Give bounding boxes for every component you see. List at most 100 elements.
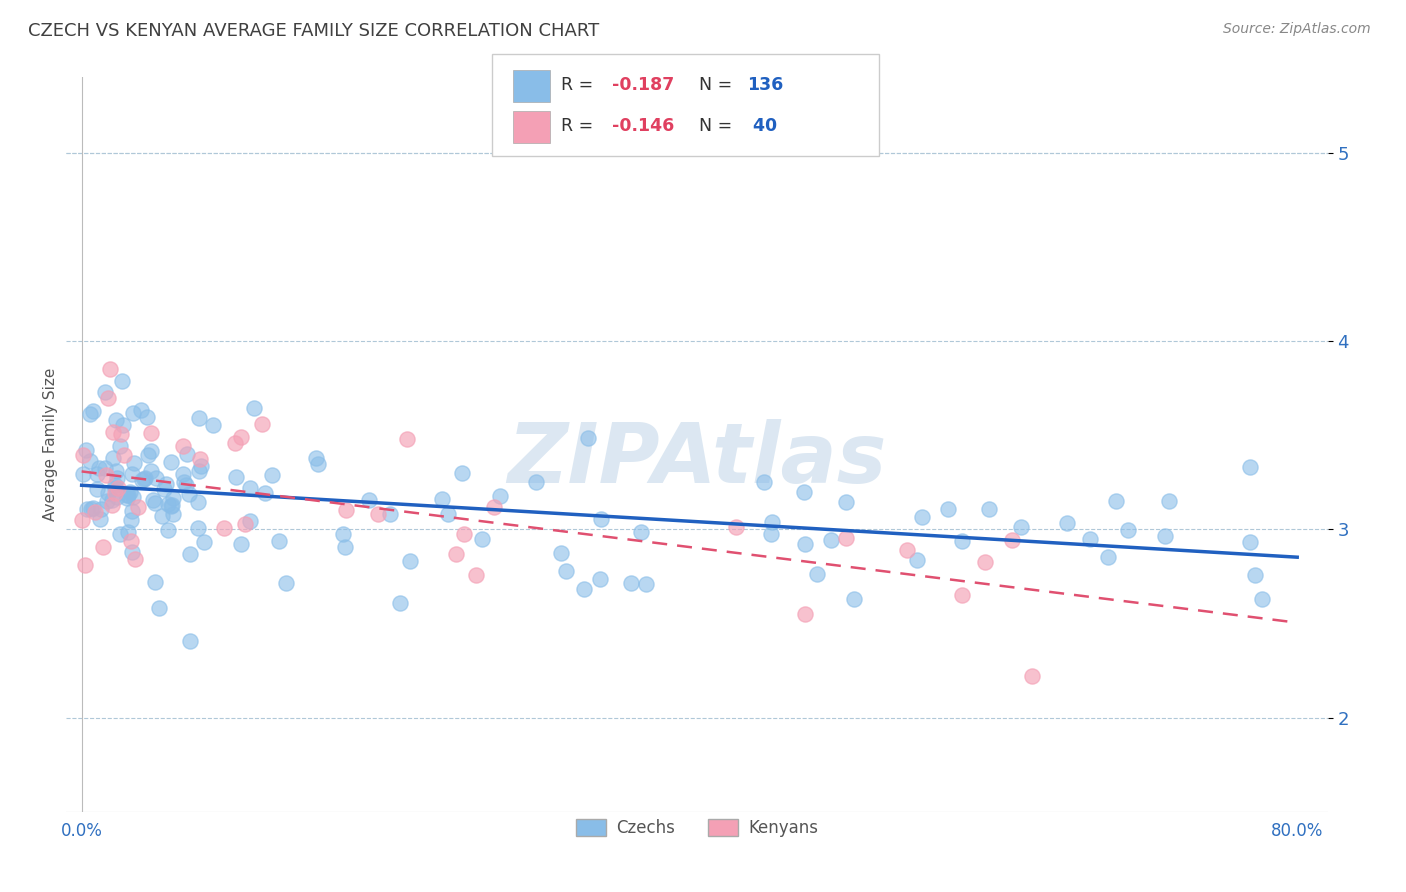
Czechs xyxy=(177,487,200,501)
Czechs xyxy=(202,417,225,432)
Czechs xyxy=(761,515,783,529)
Kenyans xyxy=(139,426,162,441)
Czechs xyxy=(104,464,127,478)
Kenyans xyxy=(128,500,150,514)
Czechs xyxy=(471,532,494,546)
Czechs xyxy=(79,407,101,421)
Czechs xyxy=(1078,532,1101,546)
Kenyans xyxy=(124,551,146,566)
Czechs xyxy=(76,502,98,516)
Czechs xyxy=(179,547,201,561)
Czechs xyxy=(121,504,143,518)
Czechs xyxy=(193,534,215,549)
Czechs xyxy=(104,477,127,491)
Y-axis label: Average Family Size: Average Family Size xyxy=(44,368,58,521)
Czechs xyxy=(304,450,326,465)
Czechs xyxy=(159,455,181,469)
Czechs xyxy=(274,576,297,591)
Kenyans xyxy=(97,391,120,405)
Czechs xyxy=(142,492,165,507)
Czechs xyxy=(138,448,160,462)
Czechs xyxy=(179,634,201,648)
Czechs xyxy=(156,497,179,511)
Czechs xyxy=(131,473,153,487)
Czechs xyxy=(524,475,547,490)
Kenyans xyxy=(72,448,94,462)
Czechs xyxy=(103,451,125,466)
Kenyans xyxy=(100,498,122,512)
Text: R =: R = xyxy=(561,117,599,135)
Czechs xyxy=(111,374,134,388)
Czechs xyxy=(905,553,928,567)
Czechs xyxy=(231,537,253,551)
Kenyans xyxy=(396,433,419,447)
Czechs xyxy=(332,527,354,541)
Czechs xyxy=(117,525,139,540)
Czechs xyxy=(72,467,94,481)
Kenyans xyxy=(725,520,748,534)
Czechs xyxy=(357,492,380,507)
Czechs xyxy=(173,475,195,489)
Czechs xyxy=(1251,591,1274,606)
Czechs xyxy=(94,461,117,475)
Czechs xyxy=(844,592,866,607)
Czechs xyxy=(225,469,247,483)
Czechs xyxy=(111,418,134,433)
Czechs xyxy=(160,498,183,512)
Czechs xyxy=(120,485,142,500)
Kenyans xyxy=(464,568,486,582)
Czechs xyxy=(160,500,183,514)
Czechs xyxy=(155,476,177,491)
Czechs xyxy=(911,510,934,524)
Czechs xyxy=(187,521,209,535)
Czechs xyxy=(157,523,180,537)
Czechs xyxy=(187,464,209,478)
Czechs xyxy=(1239,460,1261,475)
Czechs xyxy=(143,496,166,510)
Kenyans xyxy=(1021,669,1043,683)
Czechs xyxy=(143,575,166,590)
Czechs xyxy=(752,475,775,490)
Czechs xyxy=(148,600,170,615)
Text: R =: R = xyxy=(561,76,599,94)
Text: N =: N = xyxy=(699,76,738,94)
Czechs xyxy=(1243,568,1265,582)
Legend: Czechs, Kenyans: Czechs, Kenyans xyxy=(569,813,825,844)
Kenyans xyxy=(250,417,273,432)
Kenyans xyxy=(1001,533,1024,547)
Kenyans xyxy=(110,427,132,442)
Czechs xyxy=(105,490,128,504)
Czechs xyxy=(108,527,131,541)
Kenyans xyxy=(91,540,114,554)
Czechs xyxy=(950,533,973,548)
Kenyans xyxy=(107,481,129,495)
Czechs xyxy=(80,501,103,516)
Kenyans xyxy=(444,548,467,562)
Czechs xyxy=(96,493,118,508)
Kenyans xyxy=(70,513,93,527)
Czechs xyxy=(105,412,128,426)
Kenyans xyxy=(120,533,142,548)
Czechs xyxy=(450,466,472,480)
Czechs xyxy=(145,470,167,484)
Kenyans xyxy=(103,425,125,439)
Kenyans xyxy=(367,508,389,522)
Czechs xyxy=(239,514,262,528)
Czechs xyxy=(139,464,162,478)
Czechs xyxy=(115,488,138,502)
Czechs xyxy=(82,404,104,418)
Czechs xyxy=(1056,516,1078,530)
Kenyans xyxy=(212,521,235,535)
Czechs xyxy=(115,491,138,505)
Czechs xyxy=(759,527,782,541)
Kenyans xyxy=(453,526,475,541)
Czechs xyxy=(124,456,146,470)
Czechs xyxy=(89,512,111,526)
Czechs xyxy=(122,490,145,504)
Czechs xyxy=(1105,494,1128,508)
Czechs xyxy=(176,447,198,461)
Czechs xyxy=(1157,494,1180,508)
Kenyans xyxy=(335,502,357,516)
Czechs xyxy=(820,533,842,548)
Czechs xyxy=(1011,520,1033,534)
